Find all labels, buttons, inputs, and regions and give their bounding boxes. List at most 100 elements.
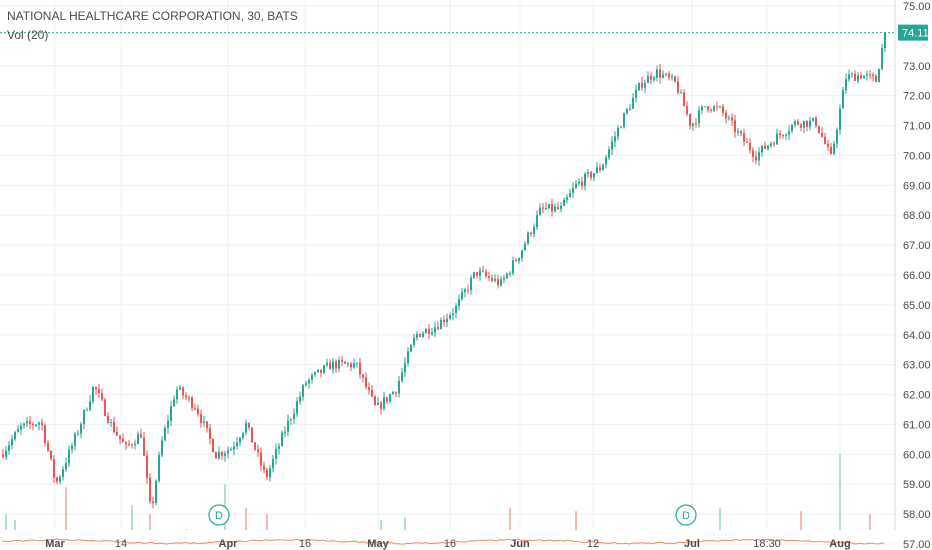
candle-body <box>305 383 307 386</box>
candle-body <box>164 427 166 441</box>
candle-body <box>677 81 679 93</box>
candle-body <box>152 501 154 504</box>
time-axis[interactable]: Mar 14 Apr 16 May 16 Jun 12 Jul 18:30 Aug <box>45 538 850 550</box>
candle-body <box>191 397 193 408</box>
candle-body <box>839 108 841 130</box>
candle-body <box>32 423 34 426</box>
candle-body <box>173 399 175 407</box>
candle-body <box>17 429 19 433</box>
candle-body <box>110 421 112 423</box>
volume-legend: Vol (20) <box>7 28 49 42</box>
candle-body <box>737 131 739 133</box>
candle-body <box>782 135 784 137</box>
candle-body <box>386 397 388 402</box>
candle-body <box>233 446 235 450</box>
candle-body <box>656 69 658 78</box>
candle-body <box>605 157 607 165</box>
candle-body <box>830 146 832 154</box>
price-axis[interactable]: 57.00 58.00 59.00 60.00 61.00 62.00 63.00 64.00… <box>903 1 931 550</box>
dividend-marker-circle <box>208 504 230 526</box>
x-tick-label: 14 <box>115 538 127 550</box>
candle-body <box>47 442 49 451</box>
dividend-marker-label: D <box>682 510 690 522</box>
volume-bar <box>800 511 802 530</box>
candle-body <box>53 459 55 478</box>
candle-body <box>527 232 529 244</box>
candle-body <box>515 260 517 262</box>
candle-body <box>755 156 757 161</box>
candle-body <box>512 260 514 274</box>
volume-bar <box>5 514 7 530</box>
candle-body <box>800 124 802 128</box>
candle-body <box>821 132 823 137</box>
candle-body <box>518 257 520 261</box>
y-tick-label: 68.00 <box>903 210 931 222</box>
candle-body <box>326 362 328 366</box>
candle-body <box>803 120 805 128</box>
candle-body <box>206 421 208 429</box>
y-tick-label: 75.00 <box>903 1 931 13</box>
candle-body <box>428 328 430 335</box>
candlestick-series <box>2 32 886 509</box>
candle-body <box>470 277 472 290</box>
candle-body <box>290 419 292 421</box>
y-tick-label: 57.00 <box>903 539 931 550</box>
candle-body <box>761 145 763 153</box>
candle-body <box>299 396 301 402</box>
candle-body <box>242 432 244 438</box>
candle-body <box>368 387 370 390</box>
candle-body <box>353 363 355 368</box>
x-tick-label: Apr <box>219 538 239 550</box>
volume-bar <box>14 520 16 530</box>
candle-body <box>584 173 586 187</box>
candle-body <box>341 359 343 362</box>
candle-body <box>734 120 736 133</box>
candle-body <box>83 409 85 425</box>
candle-body <box>158 455 160 481</box>
chart-title: NATIONAL HEALTHCARE CORPORATION, 30, BAT… <box>7 9 298 23</box>
candle-body <box>461 292 463 300</box>
candle-body <box>560 205 562 209</box>
candle-body <box>332 361 334 370</box>
candle-body <box>608 149 610 158</box>
candle-body <box>20 425 22 430</box>
candle-body <box>533 227 535 235</box>
candle-body <box>56 477 58 482</box>
candle-body <box>665 73 667 75</box>
candle-body <box>722 106 724 113</box>
candle-body <box>791 124 793 132</box>
candle-body <box>686 106 688 114</box>
candle-body <box>8 445 10 451</box>
candle-body <box>275 448 277 459</box>
dividend-marker[interactable]: D <box>675 504 697 526</box>
candle-body <box>458 299 460 307</box>
candle-body <box>119 435 121 439</box>
candle-body <box>788 131 790 135</box>
x-tick-label: 16 <box>299 538 311 550</box>
candle-body <box>65 463 67 470</box>
candle-body <box>698 110 700 124</box>
candle-body <box>878 69 880 83</box>
volume-bar <box>839 454 841 530</box>
candle-body <box>116 431 118 436</box>
candle-body <box>587 172 589 174</box>
volume-bar <box>380 520 382 530</box>
candle-body <box>482 270 484 272</box>
dividend-marker-circle <box>675 504 697 526</box>
candle-body <box>488 276 490 278</box>
candle-body <box>842 90 844 109</box>
candle-body <box>779 133 781 136</box>
candle-body <box>239 437 241 443</box>
candle-body <box>749 142 751 151</box>
candle-body <box>131 444 133 446</box>
candle-body <box>287 420 289 432</box>
candle-body <box>404 363 406 373</box>
candle-body <box>407 351 409 364</box>
candle-body <box>365 377 367 388</box>
candle-body <box>86 409 88 411</box>
dividend-marker[interactable]: D <box>208 504 230 526</box>
candle-body <box>95 387 97 390</box>
candle-body <box>422 333 424 337</box>
